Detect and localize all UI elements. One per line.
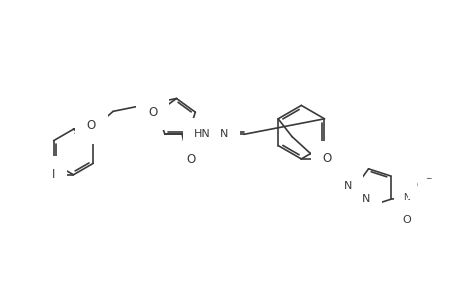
Text: HN: HN [194,129,210,139]
Text: N: N [402,193,409,202]
Text: O: O [416,181,423,190]
Text: N: N [220,129,228,139]
Text: −: − [424,174,431,183]
Text: O: O [86,119,96,132]
Text: O: O [148,106,157,119]
Text: N: N [362,194,370,204]
Text: O: O [185,153,195,166]
Text: I: I [52,168,55,181]
Text: N: N [343,181,351,191]
Text: O: O [322,152,331,165]
Text: O: O [401,215,410,225]
